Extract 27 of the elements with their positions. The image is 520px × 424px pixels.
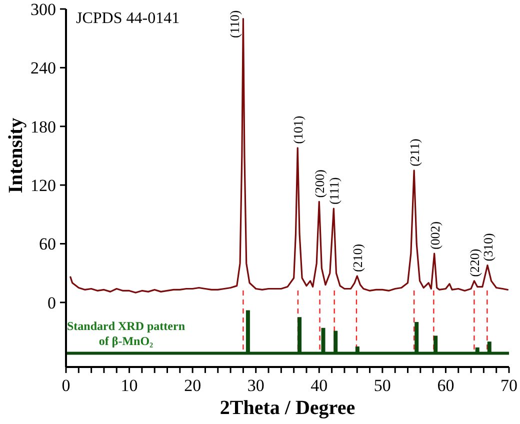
y-tick-label: 240 xyxy=(30,58,56,78)
x-tick-label: 40 xyxy=(310,376,328,395)
y-tick-label: 300 xyxy=(30,0,56,19)
x-tick-label: 0 xyxy=(62,376,70,395)
x-tick-label: 20 xyxy=(184,376,202,395)
annotation: (200) xyxy=(312,170,328,198)
annotation: (211) xyxy=(407,138,422,166)
x-tick-label: 50 xyxy=(374,376,391,395)
annotation: (110) xyxy=(227,10,242,38)
y-tick-label: 180 xyxy=(30,117,56,136)
x-tick-label: 70 xyxy=(500,376,518,395)
annotation: (101) xyxy=(290,116,306,144)
y-axis-title: Intensity xyxy=(5,118,27,194)
y-tick-label: 0 xyxy=(48,293,56,312)
annotation: (002) xyxy=(427,221,442,250)
x-axis-title: 2Theta / Degree xyxy=(220,397,356,419)
y-tick-label: 120 xyxy=(30,176,56,196)
x-tick-label: 30 xyxy=(247,376,264,395)
annotation: (210) xyxy=(350,244,366,272)
y-tick-label: 60 xyxy=(39,234,56,254)
x-tick-label: 10 xyxy=(120,376,138,395)
annotation: (310) xyxy=(480,233,496,262)
annotation: (220) xyxy=(467,248,482,277)
annotation: Standard XRD pattern of β-MnO₂ xyxy=(66,319,186,348)
x-tick-label: 60 xyxy=(437,376,454,395)
annotation: (111) xyxy=(326,177,342,205)
annotation: JCPDS 44-0141 xyxy=(76,10,180,27)
